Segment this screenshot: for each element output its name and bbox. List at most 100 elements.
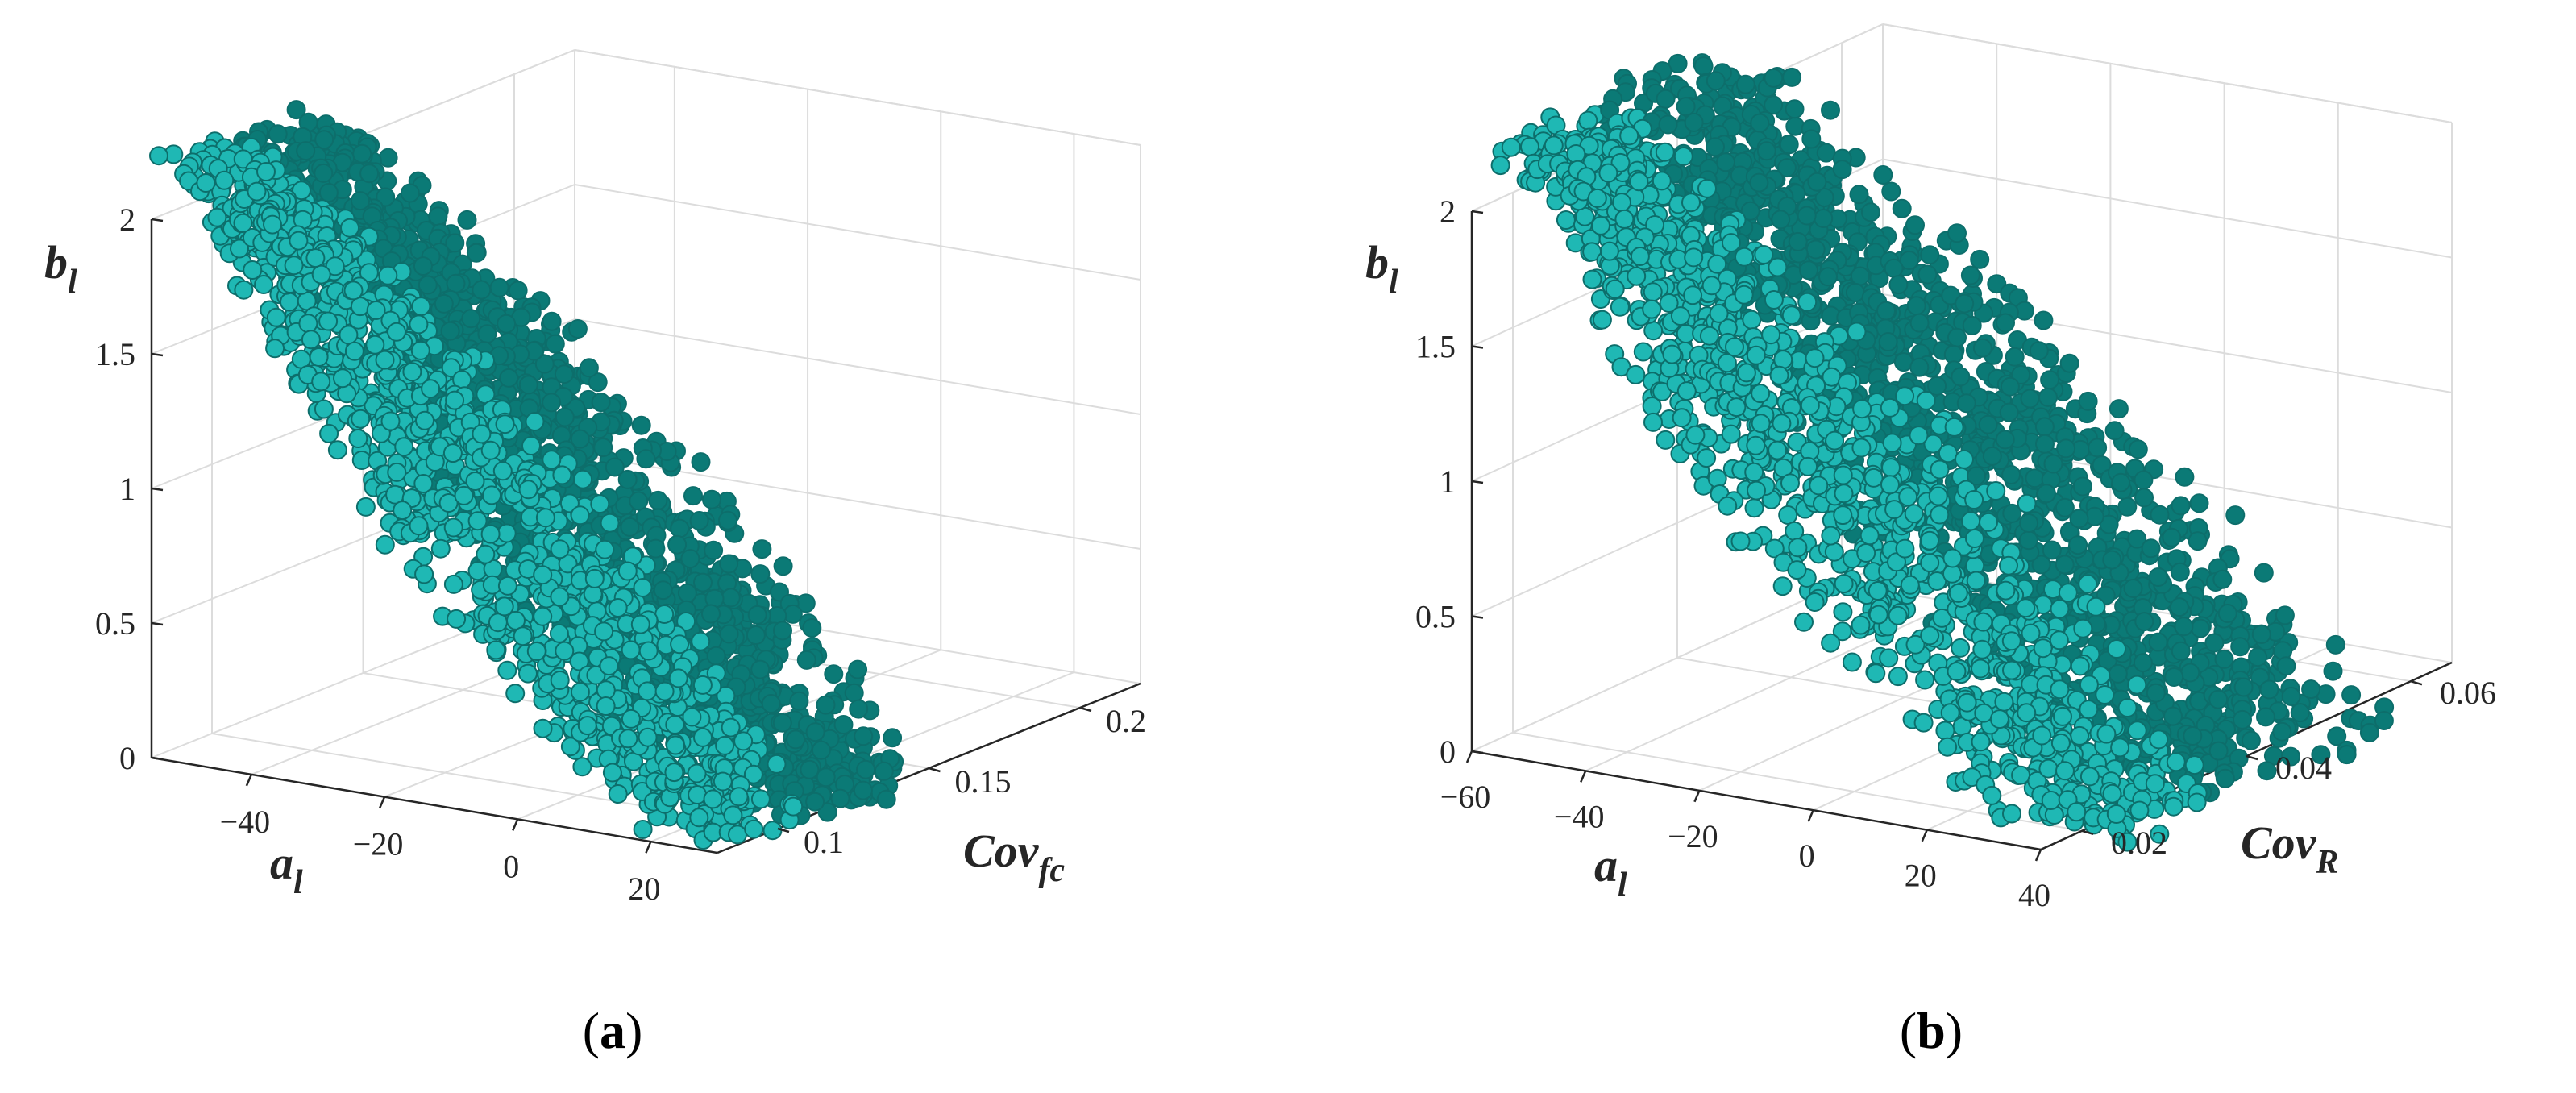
data-point (2123, 579, 2143, 598)
data-point (1681, 193, 1701, 213)
data-point (1734, 285, 1754, 305)
data-point (1821, 526, 1841, 546)
data-point (2150, 505, 2170, 525)
data-point (2204, 633, 2225, 653)
data-point (1676, 381, 1697, 401)
data-point (1797, 206, 1817, 226)
data-point (230, 239, 249, 259)
data-point (533, 718, 553, 738)
data-point (723, 805, 743, 825)
data-point (653, 580, 673, 601)
data-point (2134, 488, 2154, 508)
data-point (691, 631, 711, 651)
data-point (1920, 245, 1940, 265)
data-point (1769, 365, 1789, 385)
data-point (1768, 257, 1788, 277)
data-point (848, 659, 868, 679)
data-point (1754, 245, 1774, 264)
data-point (750, 789, 771, 809)
data-point (477, 324, 497, 344)
data-point (2078, 391, 2098, 411)
z-axis-label: bl (44, 236, 77, 301)
data-point (1999, 402, 2019, 422)
data-point (772, 713, 792, 733)
data-point (596, 680, 616, 700)
data-point (2069, 509, 2089, 529)
data-point (298, 314, 318, 334)
data-point (1782, 67, 1802, 87)
data-point (1930, 459, 1950, 480)
data-point (1878, 332, 1898, 351)
data-point (600, 513, 620, 533)
data-point (344, 341, 364, 361)
data-point (266, 307, 286, 327)
data-point (318, 183, 339, 202)
data-point (1717, 353, 1737, 373)
data-point (654, 681, 675, 701)
z-tick-label: 0.5 (95, 605, 135, 642)
data-point (2323, 661, 2343, 681)
data-point (2290, 703, 2310, 723)
data-point (1850, 266, 1870, 286)
data-point (633, 578, 653, 597)
data-point (2034, 310, 2054, 330)
data-point (1930, 505, 1950, 525)
data-point (387, 322, 406, 342)
data-point (476, 544, 496, 564)
data-point (2072, 476, 2092, 497)
data-point (265, 339, 285, 359)
data-point (1685, 425, 1706, 445)
data-point (1772, 576, 1793, 596)
data-point (1697, 448, 1717, 468)
data-point (2104, 421, 2125, 441)
data-point (1801, 129, 1822, 149)
data-point (761, 694, 781, 713)
data-point (263, 214, 282, 235)
z-tick-label: 0 (119, 740, 135, 776)
data-point (1881, 458, 1901, 478)
data-point (327, 440, 347, 460)
data-point (590, 494, 610, 514)
data-point (1772, 414, 1792, 434)
data-point (233, 213, 253, 233)
data-point (445, 390, 465, 410)
data-point (1627, 266, 1647, 286)
data-point (1706, 137, 1725, 157)
data-point (1888, 275, 1909, 295)
data-point (1761, 325, 1781, 345)
data-point (567, 319, 588, 339)
data-point (418, 275, 438, 295)
data-point (2035, 434, 2055, 454)
data-point (1587, 188, 1607, 208)
data-point (482, 485, 501, 505)
data-point (1779, 135, 1799, 155)
data-point (2188, 531, 2208, 551)
data-point (1851, 615, 1871, 635)
data-point (545, 334, 565, 354)
data-point (2088, 438, 2108, 458)
data-point (525, 412, 545, 431)
data-point (2036, 484, 2056, 504)
data-point (466, 243, 486, 263)
data-point (1718, 496, 1738, 516)
data-point (1964, 490, 1984, 509)
data-point (1747, 480, 1766, 501)
data-point (378, 148, 398, 168)
y-tick-label: 0.1 (804, 824, 844, 860)
data-point (853, 780, 873, 800)
data-point (744, 819, 764, 839)
grid-line-back-z (574, 184, 1141, 281)
data-point (1556, 210, 1576, 230)
data-point (489, 277, 509, 297)
data-point (1656, 89, 1676, 109)
data-point (488, 613, 508, 633)
data-point (441, 358, 461, 378)
data-point (1746, 345, 1766, 365)
data-point (254, 275, 274, 294)
data-point (1746, 435, 1766, 455)
data-point (682, 707, 702, 727)
data-point (594, 621, 614, 642)
data-point (715, 735, 735, 755)
data-point (1884, 500, 1905, 520)
